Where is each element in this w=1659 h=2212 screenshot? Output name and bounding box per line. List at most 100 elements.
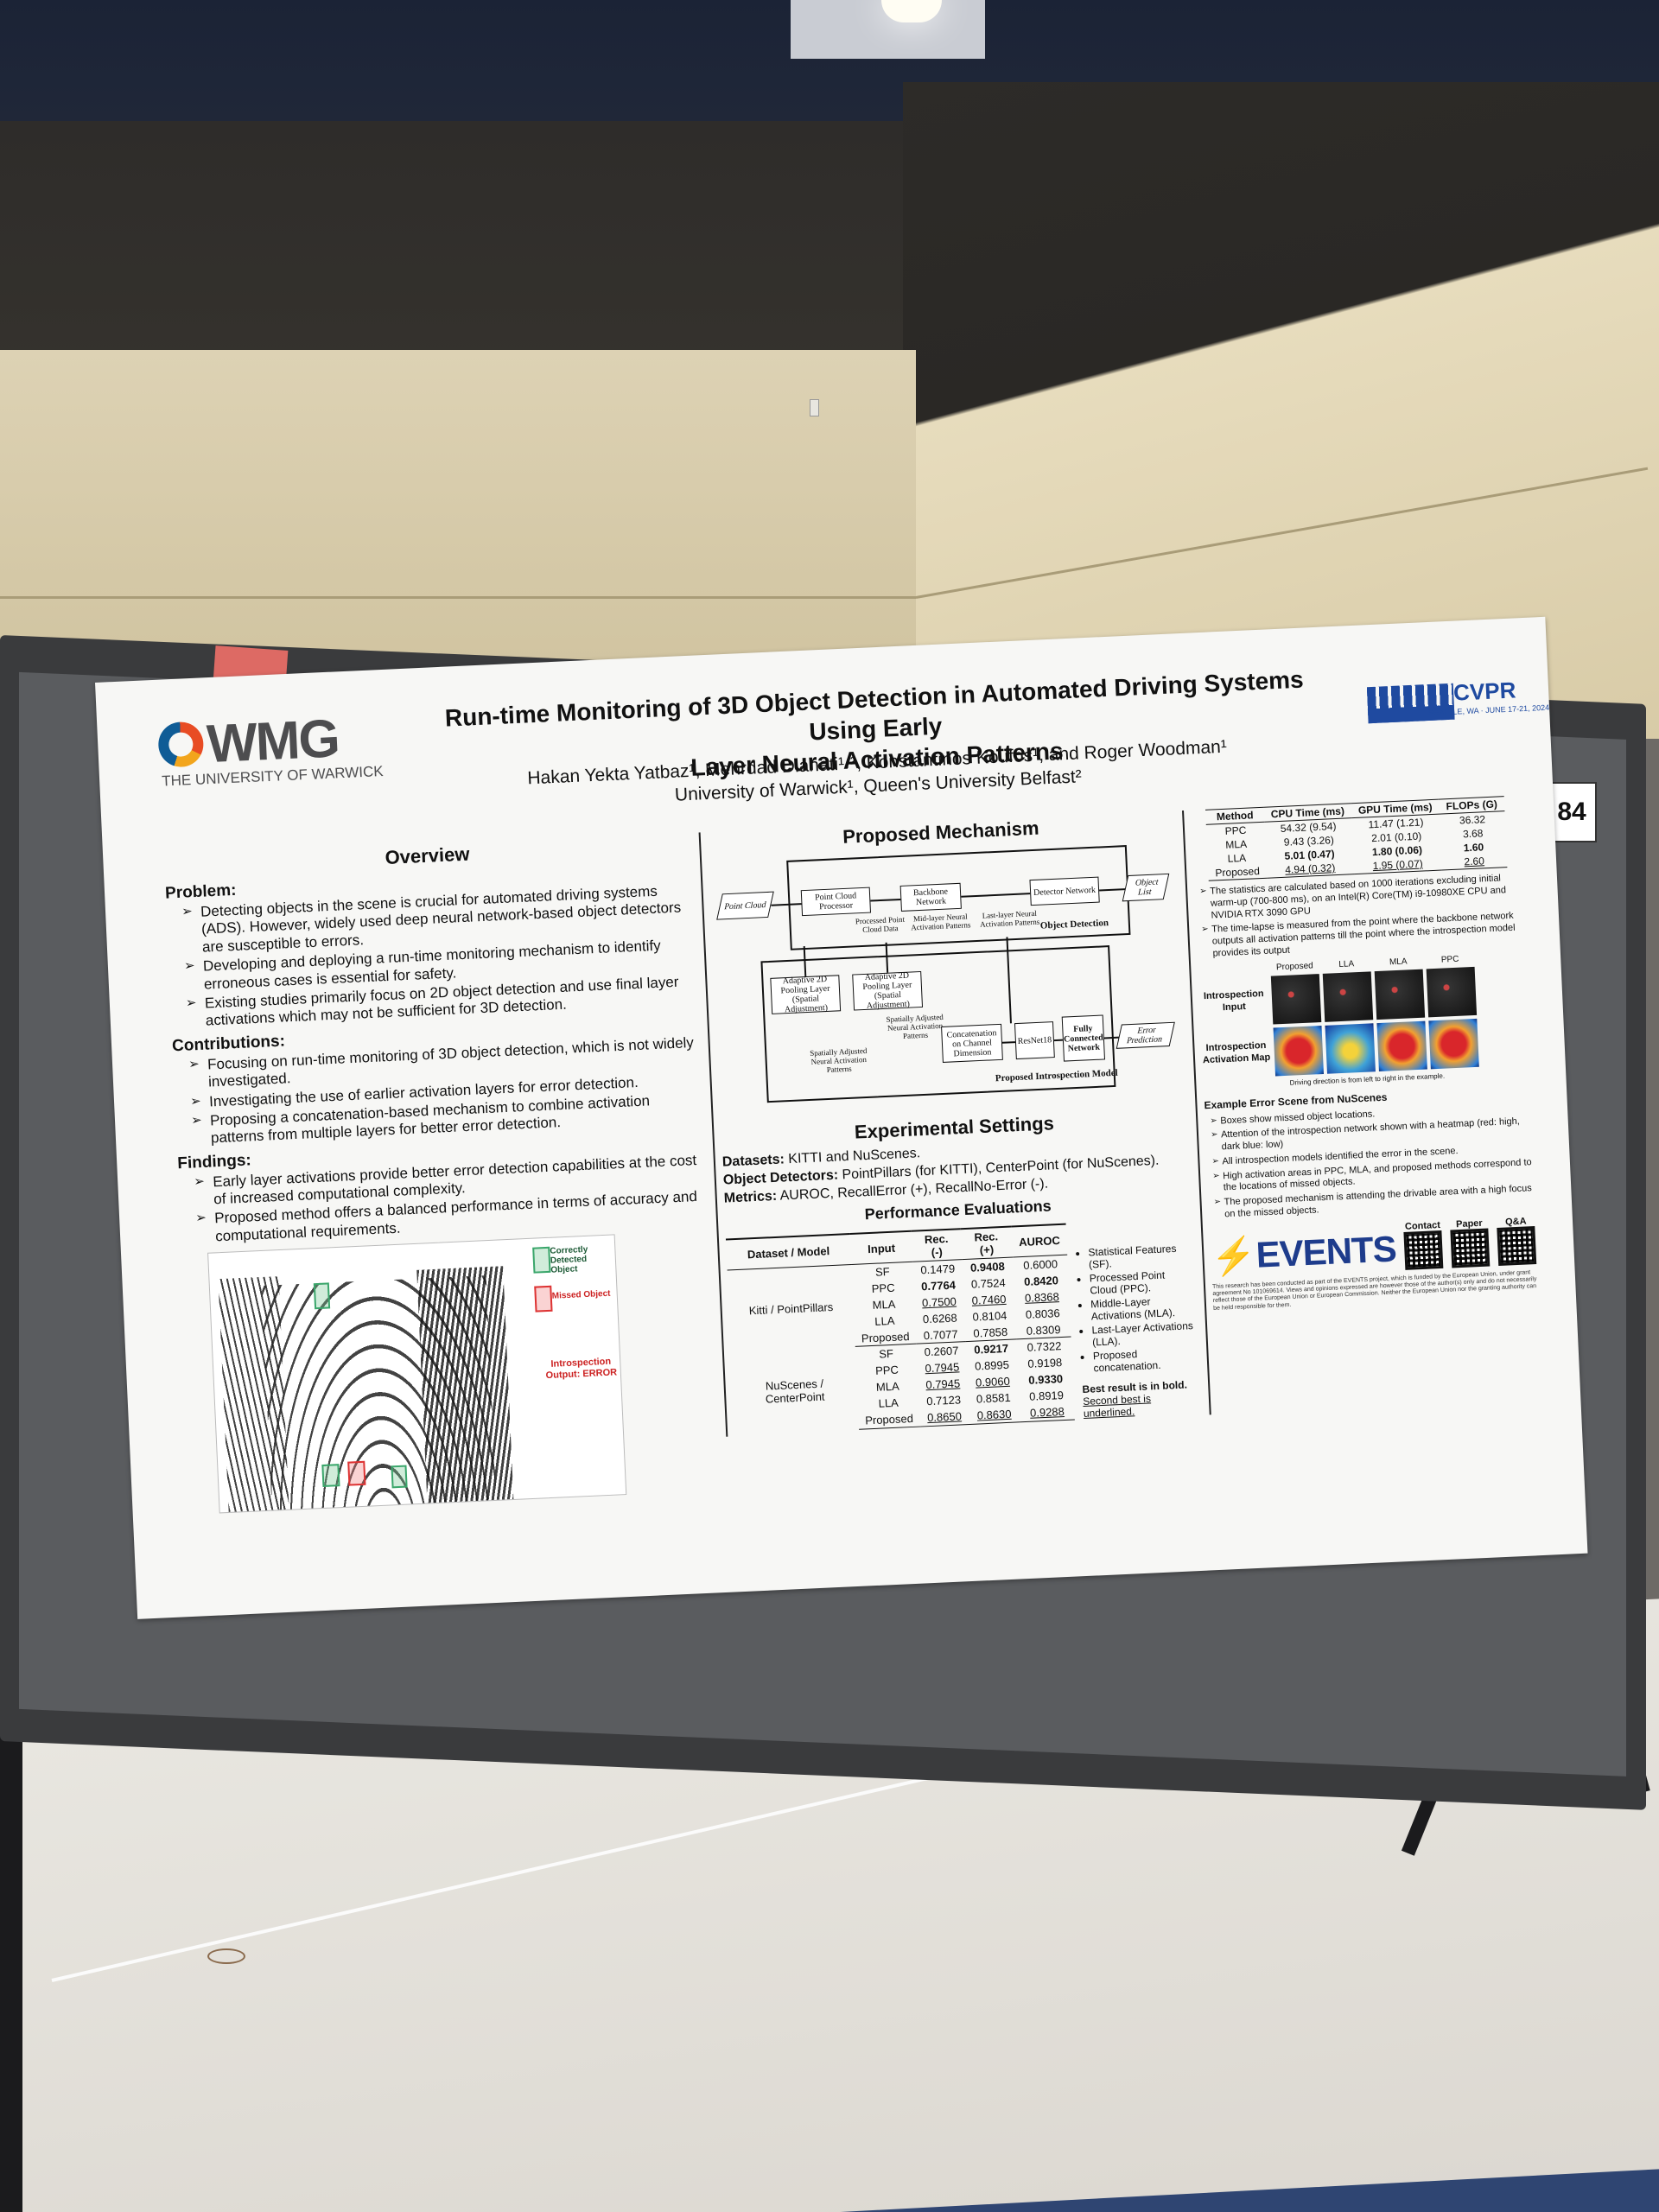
cell: 2.60 [1441, 853, 1508, 871]
spatial-label: Spatially Adjusted Neural Activation Pat… [809, 1046, 868, 1074]
cell: 0.7123 [925, 1393, 962, 1408]
events-logo-text: EVENTS [1255, 1227, 1397, 1275]
heatmap-col-label: Proposed [1275, 960, 1313, 972]
mid-layer-label: Mid-layer Neural Activation Patterns [910, 912, 971, 932]
footer-row: ⚡EVENTS Contact Paper Q&A [1210, 1215, 1540, 1278]
note-item: Last-Layer Activations (LLA). [1091, 1319, 1198, 1348]
activation-heatmap-image [1428, 1018, 1479, 1069]
col-header: Rec.(+) [960, 1226, 1013, 1260]
performance-block: Dataset / Model Input Rec.(-) Rec.(+) AU… [725, 1214, 1201, 1436]
cell: 0.9288 [1019, 1402, 1076, 1422]
ceiling-lamp [881, 0, 942, 22]
error-prediction-box: Error Prediction [1116, 1021, 1175, 1049]
activation-heatmap-image [1273, 1025, 1324, 1077]
performance-table: Dataset / Model Input Rec.(-) Rec.(+) AU… [725, 1224, 1076, 1436]
cell: 0.7500 [921, 1294, 957, 1310]
heatmap-row-label: Introspection Input [1203, 988, 1264, 1013]
datasets-value: KITTI and NuScenes. [787, 1146, 921, 1167]
group-name: NuScenes / CenterPoint [765, 1376, 825, 1406]
floor-rubber-band [207, 1948, 245, 1964]
note-item: Middle-Layer Activations (MLA). [1090, 1294, 1197, 1322]
lidar-points [416, 1266, 514, 1503]
paper-label: Paper [1455, 1217, 1483, 1230]
overview-column: Overview Problem: Detecting objects in t… [163, 833, 720, 1515]
timing-table: Method CPU Time (ms) GPU Time (ms) FLOPs… [1205, 796, 1508, 881]
introspection-output-label: Introspection Output: ERROR [545, 1356, 618, 1382]
cell: 0.8630 [968, 1405, 1020, 1425]
detected-object-box [321, 1464, 340, 1488]
cell: Proposed [1208, 863, 1268, 881]
introspection-input-image [1322, 970, 1374, 1022]
introspection-input-image [1374, 969, 1426, 1020]
detected-object-box [313, 1282, 331, 1310]
legend-correct-label: Correctly Detected Object [550, 1245, 588, 1276]
qr-code-icon [1450, 1227, 1491, 1268]
problem-list: Detecting objects in the scene is crucia… [166, 881, 698, 1032]
wall-outlet [810, 399, 819, 416]
introspection-input-image [1426, 966, 1478, 1017]
poster-number-tag: 84 [1547, 782, 1597, 842]
example-list: Boxes show missed object locations. Atte… [1205, 1102, 1537, 1222]
cell: 0.8650 [919, 1408, 969, 1427]
heatmap-grid: Proposed LLA MLA PPC Introspection Input… [1198, 951, 1531, 1079]
wall-rule [0, 596, 916, 599]
col-header: Input [849, 1230, 913, 1265]
note-item: Proposed concatenation. [1093, 1345, 1199, 1374]
contact-label: Contact [1404, 1219, 1441, 1232]
cell: 0.1479 [920, 1262, 956, 1277]
cell: 0.2607 [924, 1344, 959, 1359]
resnet-box: ResNet18 [1014, 1021, 1055, 1060]
point-cloud-box: Point Cloud [716, 891, 774, 920]
backbone-box: Backbone Network [899, 882, 962, 912]
note-item: Statistical Features (SF). [1088, 1242, 1194, 1271]
cvpr-logo: CVPR SEATTLE, WA · JUNE 17-21, 2024 [1366, 671, 1549, 729]
cell: 0.6268 [922, 1311, 958, 1325]
performance-notes: Statistical Features (SF). Processed Poi… [1075, 1214, 1201, 1420]
heatmap-row-label: Introspection Activation Map [1202, 1040, 1271, 1065]
activation-heatmap-image [1325, 1022, 1376, 1074]
introspection-input-image [1270, 973, 1322, 1025]
qa-qr-block: Q&A [1497, 1216, 1537, 1266]
heatmap-col-label: PPC [1440, 954, 1459, 965]
detectors-label: Object Detectors: [722, 1167, 839, 1188]
fc-box: Fully Connected Network [1061, 1014, 1106, 1062]
cell: 0.7945 [925, 1376, 961, 1392]
metrics-label: Metrics: [723, 1188, 778, 1206]
best-note: Best result is in bold. Second best is u… [1082, 1378, 1200, 1420]
wmg-logo-mark-icon [157, 721, 205, 768]
second-underlined-note: Second best is underlined. [1082, 1392, 1152, 1420]
heatmap-col-label: LLA [1338, 958, 1355, 969]
activation-heatmap-image [1376, 1020, 1427, 1071]
pooling-layer-box: Adaptive 2D Pooling Layer (Spatial Adjus… [852, 971, 924, 1011]
cell: 0.7077 [916, 1325, 966, 1344]
cell: 0.7945 [925, 1360, 960, 1376]
processed-data-label: Processed Point Cloud Data [855, 914, 906, 934]
legend-missed-label: Missed Object [551, 1288, 611, 1301]
col-header: AUROC [1011, 1224, 1068, 1258]
detected-object-box [391, 1465, 408, 1489]
wmg-logo: WMG THE UNIVERSITY OF WARWICK [157, 703, 411, 792]
seattle-skyline-icon [1366, 683, 1455, 724]
mechanism-diagram: Object Detection Point Cloud Point Cloud… [716, 839, 1178, 1118]
detector-box: Detector Network [1029, 876, 1100, 906]
cell: 0.9217 [973, 1342, 1009, 1357]
legend-red-swatch [534, 1286, 553, 1313]
events-logo: ⚡EVENTS [1210, 1228, 1396, 1279]
lightning-bolt-icon: ⚡ [1210, 1234, 1257, 1277]
results-column: Method CPU Time (ms) GPU Time (ms) FLOPs… [1191, 795, 1541, 1313]
paper-qr-block: Paper [1450, 1217, 1491, 1268]
contact-qr-block: Contact [1403, 1219, 1444, 1270]
object-list-box: Object List [1122, 873, 1170, 902]
datasets-label: Datasets: [721, 1152, 785, 1170]
spatial-label: Spatially Adjusted Neural Activation Pat… [886, 1012, 944, 1040]
pc-processor-box: Point Cloud Processor [800, 887, 872, 917]
pooling-layer-box: Adaptive 2D Pooling Layer (Spatial Adjus… [770, 975, 842, 1014]
concat-box: Concatenation on Channel Dimension [941, 1023, 1003, 1063]
mechanism-column: Proposed Mechanism Object Detection Poin… [708, 811, 1201, 1436]
cvpr-text: CVPR [1452, 677, 1517, 706]
board-stand-leg [0, 1685, 22, 2212]
research-poster: WMG THE UNIVERSITY OF WARWICK Run-time M… [95, 616, 1588, 1619]
cell: 4.94 (0.32) [1266, 860, 1355, 879]
timing-notes: The statistics are calculated based on 1… [1194, 872, 1525, 961]
